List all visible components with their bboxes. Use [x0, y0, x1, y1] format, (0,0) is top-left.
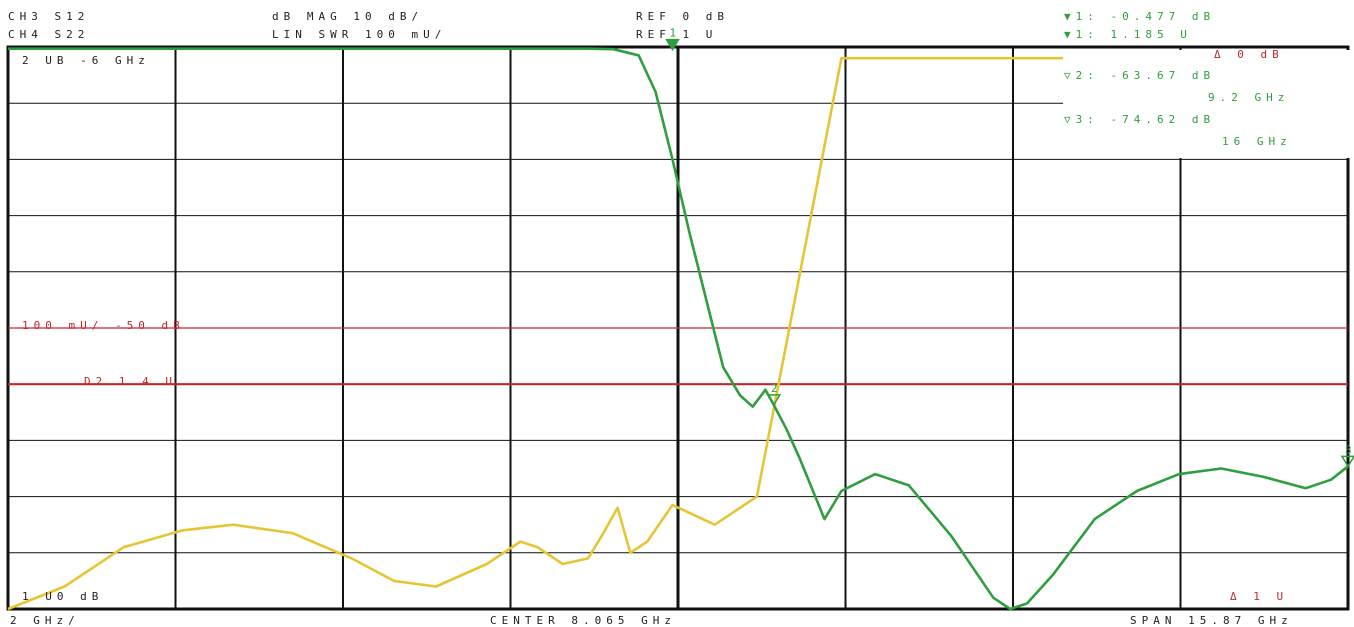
- ch4-format: LIN SWR 100 mU/: [272, 28, 446, 41]
- marker1-db-readout: ▼1: -0.477 dB: [1064, 10, 1215, 23]
- marker-delta-readout: Δ 0 dB: [1214, 48, 1284, 61]
- marker3-db-readout: ▽3: -74.62 dB: [1064, 113, 1215, 126]
- marker-2-tag: 2: [771, 382, 783, 395]
- footer-scale: 2 GHz/: [10, 614, 80, 627]
- scale-line-label: 100 mU/ -50 dB: [22, 319, 185, 332]
- marker-panel-bg: [1063, 50, 1353, 158]
- marker-3-tag: 3: [1345, 443, 1354, 456]
- marker-glyphs: 1 2 3: [665, 27, 1354, 468]
- marker-1-glyph: [665, 38, 680, 52]
- limit-lines: [8, 327, 1348, 386]
- trace-s22: [7, 56, 1348, 611]
- marker-2-glyph: [766, 394, 782, 407]
- footer-span: SPAN 15.87 GHz: [1130, 614, 1293, 627]
- trace-s12: [8, 47, 1349, 611]
- marker1-u-readout: ▼1: 1.185 U: [1064, 28, 1192, 41]
- bottom-right-delta-label: Δ 1 U: [1230, 590, 1288, 603]
- ch4-reference: REF 1 U: [636, 28, 717, 41]
- marker2-db-readout: ▽2: -63.67 dB: [1064, 69, 1215, 82]
- bottom-left-ref-label: 1 U0 dB: [22, 590, 103, 603]
- ch4-subtitle: 2 UB -6 GHz: [22, 54, 150, 67]
- footer-center-freq: CENTER 8.065 GHz: [490, 614, 676, 627]
- marker-3-glyph: [1340, 455, 1354, 468]
- ch4-label: CH4 S22: [8, 28, 89, 41]
- d2-line-label: D2 1.4 U: [84, 375, 177, 388]
- ch3-reference: REF 0 dB: [636, 10, 729, 23]
- traces: [7, 47, 1349, 611]
- marker-1-tag: 1: [670, 27, 682, 40]
- ch3-format: dB MAG 10 dB/: [272, 10, 423, 23]
- marker2-freq-readout: 9.2 GHz: [1208, 91, 1289, 104]
- ch3-label: CH3 S12: [8, 10, 89, 23]
- marker3-freq-readout: 16 GHz: [1222, 135, 1292, 148]
